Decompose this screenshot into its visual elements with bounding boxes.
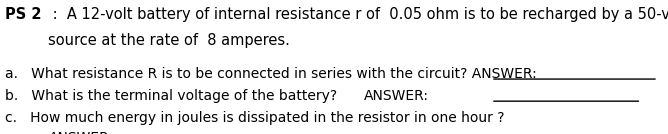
Text: ANSWER:: ANSWER: [364, 89, 429, 103]
Text: PS 2: PS 2 [5, 7, 42, 22]
Text: c.   How much energy in joules is dissipated in the resistor in one hour ?: c. How much energy in joules is dissipat… [5, 111, 505, 124]
Text: a.   What resistance R is to be connected in series with the circuit? ANSWER:: a. What resistance R is to be connected … [5, 67, 537, 81]
Text: ANSWER:: ANSWER: [49, 131, 114, 134]
Text: source at the rate of  8 amperes.: source at the rate of 8 amperes. [48, 34, 290, 49]
Text: b.   What is the terminal voltage of the battery?: b. What is the terminal voltage of the b… [5, 89, 337, 103]
Text: :  A 12-volt battery of internal resistance r of  0.05 ohm is to be recharged by: : A 12-volt battery of internal resistan… [48, 7, 668, 22]
